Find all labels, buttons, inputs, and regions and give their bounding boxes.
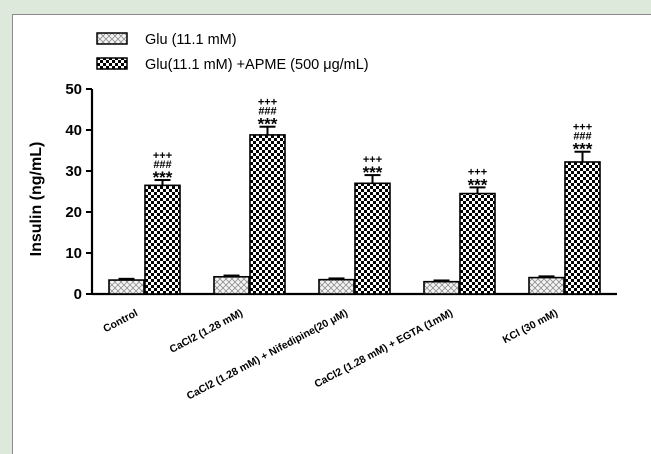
bar-glu-apme-1 (249, 134, 286, 295)
legend: Glu (11.1 mM) Glu(11.1 mM) +APME (500 μg… (96, 32, 369, 73)
significance-marker: *** (468, 175, 488, 194)
chart-frame: Glu (11.1 mM) Glu(11.1 mM) +APME (500 μg… (12, 14, 651, 454)
legend-label-glu-apme: Glu(11.1 mM) +APME (500 μg/mL) (145, 57, 369, 73)
bar-glu-apme-4 (564, 161, 601, 295)
y-tick-label: 0 (74, 286, 82, 303)
legend-swatch-glu-apme (96, 57, 128, 70)
legend-item-glu: Glu (11.1 mM) (96, 32, 237, 48)
bar-glu-apme-2 (354, 182, 391, 295)
y-tick-label: 50 (65, 81, 82, 98)
bar-glu-0 (108, 279, 145, 295)
x-category-label: KCl (30 mM) (501, 307, 560, 346)
significance-marker: *** (573, 140, 593, 159)
bar-glu-apme-3 (459, 192, 496, 295)
legend-label-glu: Glu (11.1 mM) (145, 32, 237, 48)
x-axis-category-labels: Control CaCl2 (1.28 mM)CaCl2 (1.28 mM) + … (101, 307, 560, 402)
y-axis-ticks: 0 10 20 30 40 50 (65, 81, 92, 303)
significance-marker: *** (363, 163, 383, 182)
legend-item-glu-apme: Glu(11.1 mM) +APME (500 μg/mL) (96, 57, 369, 73)
y-tick-label: 10 (65, 245, 82, 262)
significance-marker: *** (258, 115, 278, 134)
bar-glu-apme-0 (144, 184, 181, 295)
error-bars (118, 125, 591, 282)
bar-glu-3 (423, 280, 460, 295)
significance-marker: +++ (153, 150, 172, 162)
bar-glu-4 (528, 276, 565, 295)
significance-marker: ### (258, 106, 276, 118)
y-tick-label: 20 (65, 204, 82, 221)
x-category-label: CaCl2 (1.28 mM) + Nifedipine(20 μM) (185, 307, 350, 402)
significance-marker: +++ (363, 154, 382, 166)
y-axis-label: Insulin (ng/mL) (28, 142, 45, 257)
x-category-label: Control (101, 307, 140, 335)
legend-swatch-glu (96, 32, 128, 45)
significance-marker: ### (153, 159, 171, 171)
bar-glu-1 (213, 275, 250, 295)
y-tick-label: 40 (65, 122, 82, 139)
significance-marker: +++ (258, 97, 277, 109)
x-category-label: CaCl2 (1.28 mM) (168, 307, 245, 356)
significance-marker: ### (573, 131, 591, 143)
significance-marker: +++ (573, 122, 592, 134)
significance-marker: +++ (468, 166, 487, 178)
bar-chart: Glu (11.1 mM) Glu(11.1 mM) +APME (500 μg… (28, 32, 617, 402)
bars (108, 134, 601, 295)
significance-marker: *** (153, 168, 173, 187)
bar-glu-2 (318, 278, 355, 295)
y-tick-label: 30 (65, 163, 82, 180)
significance-annotations: ***###+++***###+++***+++***+++***###+++ (153, 97, 593, 195)
